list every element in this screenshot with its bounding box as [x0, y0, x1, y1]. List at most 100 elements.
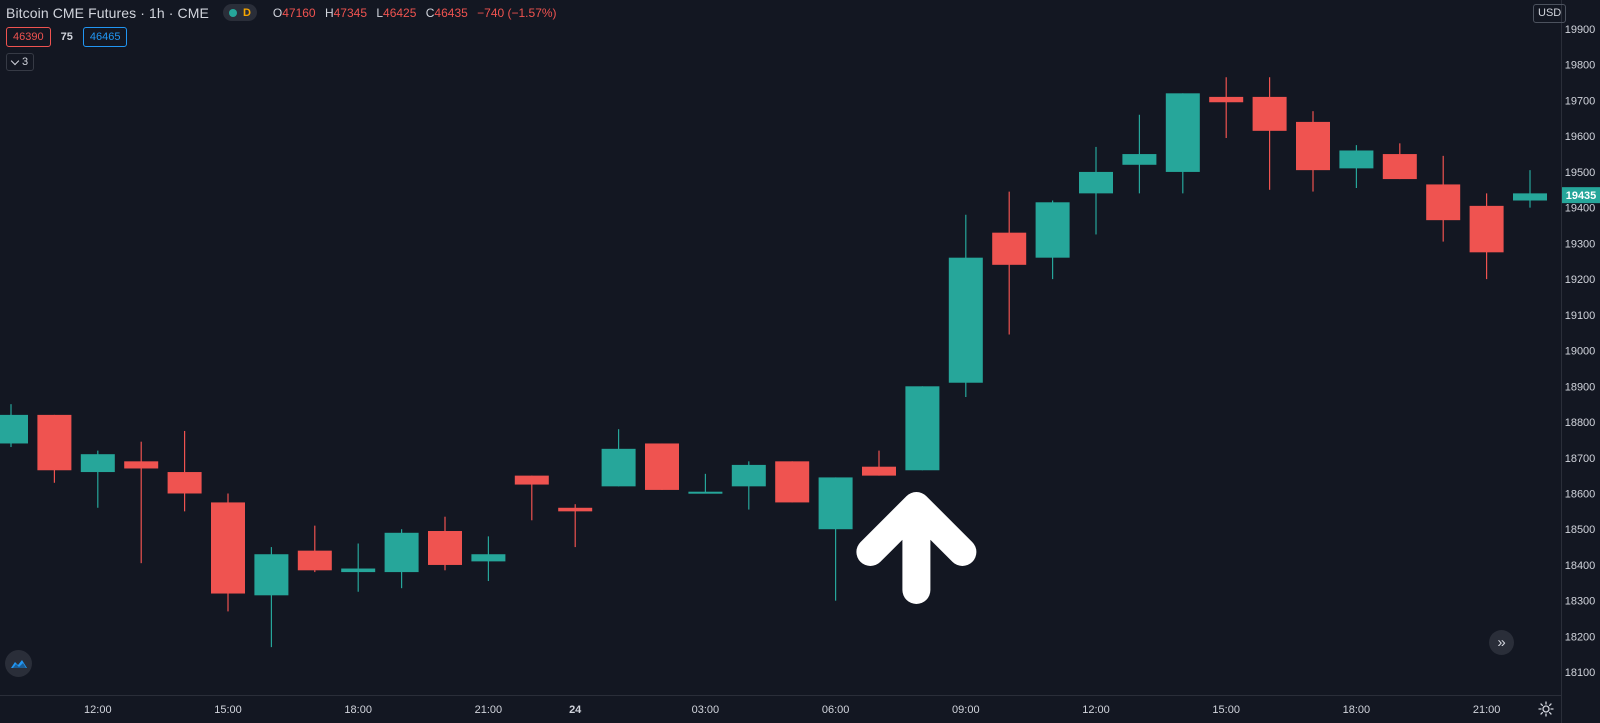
ask-price-button[interactable]: 46465: [82, 27, 128, 47]
candle: [1165, 93, 1200, 194]
candle-body: [37, 414, 72, 471]
candle-body: [1339, 150, 1374, 169]
candle: [1426, 155, 1461, 242]
candle: [862, 450, 896, 476]
candle-body: [1513, 193, 1547, 201]
price-axis[interactable]: 18100 18200 18300 18400 18500 18600 18700 18800…: [1565, 24, 1596, 679]
gear-icon[interactable]: [1537, 700, 1557, 720]
annotation-layer: [856, 492, 977, 604]
candle-body: [0, 414, 28, 444]
candle: [818, 477, 853, 601]
time-tick-label: 12:00: [84, 704, 112, 716]
tradingview-logo-icon[interactable]: [5, 650, 32, 677]
candle-body: [1426, 184, 1461, 221]
price-tick-label: 18900: [1565, 381, 1596, 393]
candle-body: [167, 472, 202, 494]
symbol-title[interactable]: Bitcoin CME Futures · 1h · CME: [6, 4, 209, 21]
candle: [1382, 143, 1417, 180]
time-tick-label: 09:00: [952, 704, 980, 716]
candle-body: [1382, 154, 1417, 180]
last-price-marker: 19435: [1562, 187, 1600, 204]
ohlc-values: O47160 H47345 L46425 C46435 −740 (−1.57%…: [273, 6, 557, 20]
candles-layer: [0, 77, 1547, 648]
delayed-data-badge: D: [242, 6, 251, 19]
candle: [1513, 170, 1547, 208]
candle: [992, 191, 1027, 335]
price-tick-label: 19900: [1565, 24, 1596, 36]
indicators-toggle-button[interactable]: 3: [6, 53, 35, 71]
candle: [1122, 114, 1157, 194]
candle: [0, 404, 28, 448]
candle-body: [1296, 121, 1330, 171]
price-tick-label: 18600: [1565, 488, 1596, 500]
candle-body: [731, 464, 766, 487]
candle-body: [384, 532, 419, 573]
candle-body: [211, 502, 245, 594]
candle-body: [254, 554, 289, 596]
price-tick-label: 19400: [1565, 203, 1596, 215]
candle-body: [514, 475, 549, 485]
candle: [1339, 145, 1374, 189]
scroll-to-realtime-button[interactable]: »: [1489, 630, 1514, 655]
time-tick-label: 03:00: [692, 704, 720, 716]
candle: [558, 504, 593, 548]
price-tick-label: 18700: [1565, 453, 1596, 465]
market-open-dot-icon: [228, 8, 237, 17]
candle: [211, 493, 245, 612]
candle-body: [1252, 96, 1287, 131]
quote-row: 46390 75 46465: [6, 27, 128, 47]
candle-body: [1165, 93, 1200, 172]
time-tick-label: 12:00: [1082, 704, 1110, 716]
price-tick-label: 19700: [1565, 95, 1596, 107]
candle: [948, 214, 983, 398]
candle: [167, 430, 202, 512]
candle: [428, 516, 462, 571]
price-tick-label: 19100: [1565, 310, 1596, 322]
candle-body: [1079, 171, 1113, 194]
candle: [80, 450, 115, 508]
price-tick-label: 19200: [1565, 274, 1596, 286]
candle: [254, 547, 289, 648]
time-tick-label: 21:00: [475, 704, 503, 716]
candle-body: [428, 531, 462, 565]
price-tick-label: 19000: [1565, 346, 1596, 358]
candle-body: [818, 477, 853, 530]
currency-label[interactable]: USD: [1533, 4, 1567, 23]
candle-body: [471, 554, 506, 562]
candle-body: [992, 232, 1027, 265]
candle-body: [1469, 205, 1504, 253]
time-tick-label: 21:00: [1473, 704, 1501, 716]
price-tick-label: 18200: [1565, 631, 1596, 643]
open-value: 47160: [282, 5, 316, 20]
candle-body: [948, 257, 983, 383]
price-tick-label: 19800: [1565, 60, 1596, 72]
close-value: 46435: [434, 5, 468, 20]
price-tick-label: 19500: [1565, 167, 1596, 179]
time-axis[interactable]: 12:00 15:00 18:00 21:00 24 03:00 06:00 09:00 12:…: [84, 704, 1500, 716]
price-tick-label: 19300: [1565, 238, 1596, 250]
candle: [1252, 77, 1287, 190]
candle: [731, 461, 766, 510]
bid-price-button[interactable]: 46390: [6, 27, 51, 47]
up-arrow-icon: [856, 492, 977, 604]
price-tick-label: 18300: [1565, 596, 1596, 608]
candle: [1469, 193, 1504, 280]
candle-body: [601, 448, 636, 487]
spread-value: 75: [60, 31, 73, 43]
candle-body: [905, 386, 940, 471]
candle-body: [1122, 154, 1157, 165]
last-price-badge: [1562, 187, 1600, 204]
time-tick-label: 18:00: [1343, 704, 1371, 716]
open-key: O: [272, 5, 283, 20]
price-tick-label: 18100: [1565, 667, 1596, 679]
time-tick-label: 06:00: [822, 704, 850, 716]
candle: [514, 475, 549, 521]
candle: [471, 536, 506, 582]
last-price-label: 19435: [1566, 190, 1597, 202]
high-value: 47345: [333, 5, 367, 20]
high-key: H: [324, 5, 334, 20]
low-value: 46425: [383, 5, 417, 20]
market-status[interactable]: D: [222, 4, 257, 21]
